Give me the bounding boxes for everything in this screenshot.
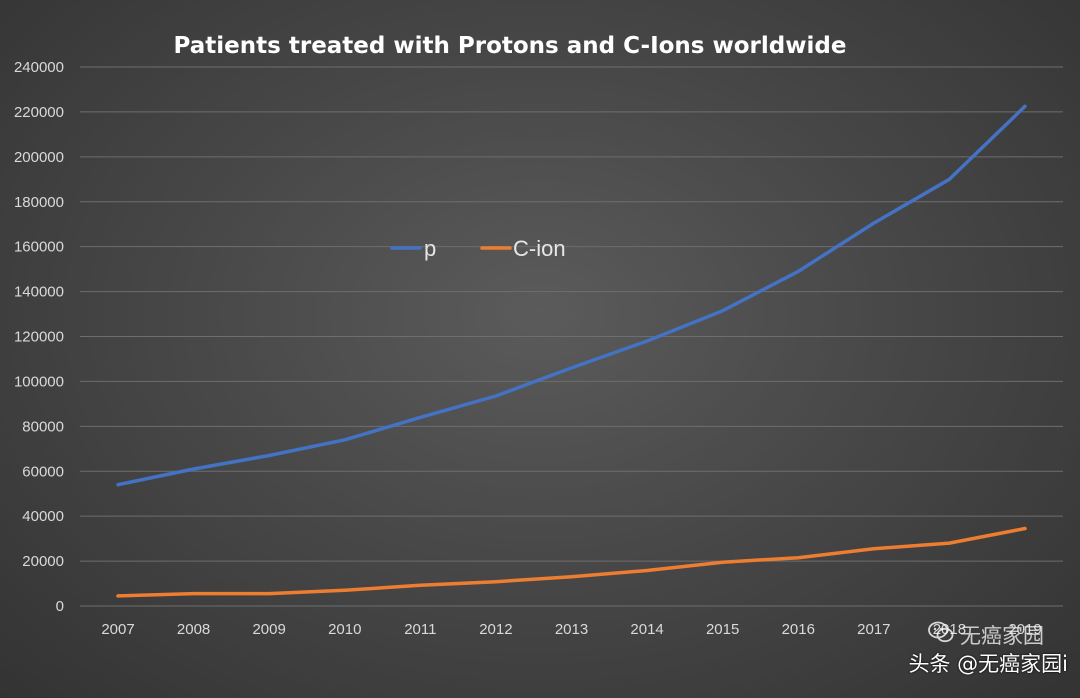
y-tick-label: 240000 [14, 59, 64, 76]
legend-label: C-ion [513, 236, 566, 261]
y-tick-label: 180000 [14, 194, 64, 211]
y-tick-label: 220000 [14, 104, 64, 121]
x-tick-label: 2019 [1008, 621, 1041, 638]
y-axis-tick-labels: 0 20000 40000 60000 80000 100000 120000 140000 1… [14, 59, 64, 615]
x-tick-label: 2013 [555, 621, 588, 638]
y-tick-label: 140000 [14, 284, 64, 301]
watermark-bottom: 头条 @无癌家园i [908, 652, 1068, 676]
x-tick-label: 2015 [706, 621, 739, 638]
x-tick-label: 2010 [328, 621, 361, 638]
gridlines [80, 66, 1063, 607]
legend: p C-ion [390, 236, 566, 261]
y-tick-label: 100000 [14, 373, 64, 390]
y-tick-label: 160000 [14, 239, 64, 256]
x-tick-label: 2009 [252, 621, 285, 638]
y-tick-label: 120000 [14, 329, 64, 346]
y-tick-label: 40000 [22, 508, 64, 525]
y-tick-label: 60000 [22, 463, 64, 480]
series-line-p [116, 104, 1027, 487]
y-tick-label: 80000 [22, 418, 64, 435]
wechat-icon [928, 621, 954, 648]
series-lines [116, 104, 1027, 598]
x-tick-label: 2008 [177, 621, 210, 638]
y-tick-label: 0 [56, 598, 64, 615]
x-tick-label: 2017 [857, 621, 890, 638]
x-tick-label: 2014 [630, 621, 663, 638]
chart-title: Patients treated with Protons and C-Ions… [174, 33, 847, 59]
watermark-line1: 无癌家园 [960, 624, 1044, 648]
x-tick-label: 2011 [404, 621, 436, 638]
y-tick-label: 200000 [14, 149, 64, 166]
x-tick-label: 2007 [101, 621, 134, 638]
x-axis-tick-labels: 2007 2008 2009 2010 2011 2012 2013 2014 2015 2016… [101, 621, 1041, 638]
legend-label: p [424, 236, 436, 261]
watermark-top: 无癌家园 [928, 620, 1044, 650]
x-tick-label: 2012 [479, 621, 512, 638]
series-line-c-ion [116, 526, 1027, 598]
x-tick-label: 2016 [782, 621, 815, 638]
y-tick-label: 20000 [22, 553, 64, 570]
